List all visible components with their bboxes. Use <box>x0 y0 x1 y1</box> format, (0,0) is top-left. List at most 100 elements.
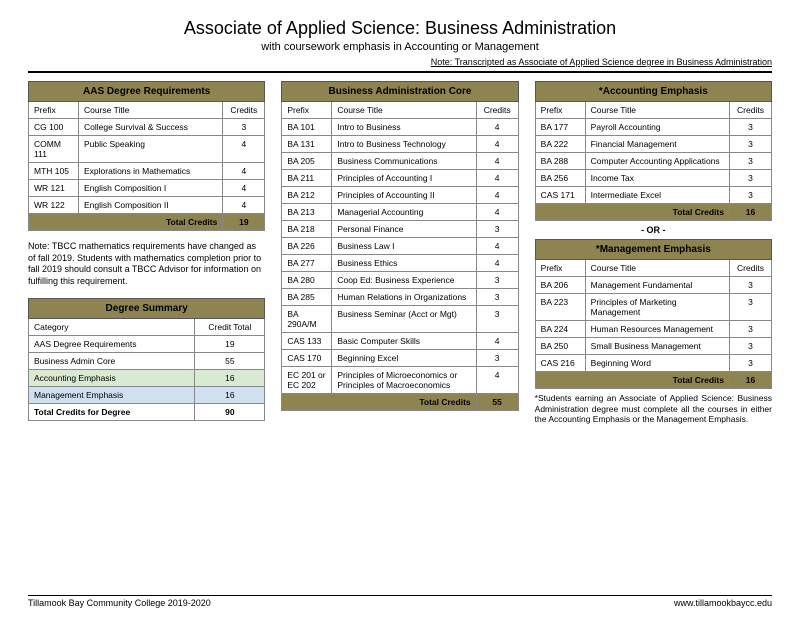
cell-title: Payroll Accounting <box>585 119 729 136</box>
cell-title: Human Relations in Organizations <box>332 289 476 306</box>
column-right: *Accounting Emphasis Prefix Course Title… <box>535 81 772 425</box>
summary-row: Accounting Emphasis16 <box>29 369 265 386</box>
cell-prefix: CG 100 <box>29 119 79 136</box>
cell-title: Management Fundamental <box>585 277 729 294</box>
cell-prefix: BA 218 <box>282 221 332 238</box>
col-credits: Credits <box>729 260 771 277</box>
total-label: Total Credits <box>535 372 729 389</box>
table-row: CAS 170Beginning Excel3 <box>282 350 518 367</box>
cell-title: Principles of Marketing Management <box>585 294 729 321</box>
cell-prefix: BA 212 <box>282 187 332 204</box>
table-row: BA 177Payroll Accounting3 <box>535 119 771 136</box>
cell-title: Income Tax <box>585 170 729 187</box>
cell-credits: 4 <box>476 367 518 394</box>
cell-prefix: BA 131 <box>282 136 332 153</box>
table-row: BA 212Principles of Accounting II4 <box>282 187 518 204</box>
cell-credits: 4 <box>476 136 518 153</box>
table-row: BA 211Principles of Accounting I4 <box>282 170 518 187</box>
cell-title: Personal Finance <box>332 221 476 238</box>
cell-prefix: BA 213 <box>282 204 332 221</box>
core-rows: BA 101Intro to Business4BA 131Intro to B… <box>282 119 518 394</box>
summary-row: Total Credits for Degree90 <box>29 403 265 420</box>
cell-credits: 4 <box>223 197 265 214</box>
cell-prefix: CAS 133 <box>282 333 332 350</box>
cell-title: Beginning Excel <box>332 350 476 367</box>
cell-title: College Survival & Success <box>79 119 223 136</box>
col-title: Course Title <box>585 260 729 277</box>
table-row: BA 206Management Fundamental3 <box>535 277 771 294</box>
col-credits: Credits <box>729 102 771 119</box>
cell-title: Intermediate Excel <box>585 187 729 204</box>
table-row: BA 213Managerial Accounting4 <box>282 204 518 221</box>
cell-credits: 4 <box>476 170 518 187</box>
footer-left: Tillamook Bay Community College 2019-202… <box>28 598 211 608</box>
cell-prefix: BA 280 <box>282 272 332 289</box>
cell-prefix: WR 122 <box>29 197 79 214</box>
cell-credits: 3 <box>476 289 518 306</box>
cell-credits: 4 <box>223 136 265 163</box>
cell-credits: 3 <box>729 355 771 372</box>
core-heading: Business Administration Core <box>282 82 518 102</box>
summary-row: Business Admin Core55 <box>29 352 265 369</box>
footer: Tillamook Bay Community College 2019-202… <box>28 595 772 608</box>
table-row: BA 250Small Business Management3 <box>535 338 771 355</box>
col-title: Course Title <box>332 102 476 119</box>
cell-title: Explorations in Mathematics <box>79 163 223 180</box>
col-category: Category <box>29 318 195 335</box>
cell-title: Intro to Business <box>332 119 476 136</box>
main-columns: AAS Degree Requirements Prefix Course Ti… <box>28 81 772 425</box>
cell-prefix: BA 223 <box>535 294 585 321</box>
cell-category: AAS Degree Requirements <box>29 335 195 352</box>
aas-table: AAS Degree Requirements Prefix Course Ti… <box>28 81 265 231</box>
cell-prefix: BA 285 <box>282 289 332 306</box>
col-title: Course Title <box>79 102 223 119</box>
cell-prefix: CAS 170 <box>282 350 332 367</box>
emphasis-footnote: *Students earning an Associate of Applie… <box>535 393 772 425</box>
cell-credit-total: 16 <box>195 386 265 403</box>
management-total-row: Total Credits 16 <box>535 372 771 389</box>
cell-prefix: BA 288 <box>535 153 585 170</box>
cell-credit-total: 19 <box>195 335 265 352</box>
cell-credits: 4 <box>223 163 265 180</box>
col-prefix: Prefix <box>29 102 79 119</box>
divider <box>28 71 772 73</box>
cell-prefix: BA 224 <box>535 321 585 338</box>
cell-credits: 3 <box>476 306 518 333</box>
col-prefix: Prefix <box>535 102 585 119</box>
cell-title: Principles of Microeconomics or Principl… <box>332 367 476 394</box>
col-credit-total: Credit Total <box>195 318 265 335</box>
cell-title: Small Business Management <box>585 338 729 355</box>
table-row: EC 201 or EC 202Principles of Microecono… <box>282 367 518 394</box>
cell-prefix: BA 250 <box>535 338 585 355</box>
cell-title: Business Ethics <box>332 255 476 272</box>
cell-credits: 3 <box>729 321 771 338</box>
cell-title: Human Resources Management <box>585 321 729 338</box>
cell-prefix: CAS 216 <box>535 355 585 372</box>
col-title: Course Title <box>585 102 729 119</box>
cell-credit-total: 55 <box>195 352 265 369</box>
column-left: AAS Degree Requirements Prefix Course Ti… <box>28 81 265 425</box>
table-row: BA 256Income Tax3 <box>535 170 771 187</box>
accounting-rows: BA 177Payroll Accounting3BA 222Financial… <box>535 119 771 204</box>
total-label: Total Credits <box>29 214 223 231</box>
cell-credits: 4 <box>476 238 518 255</box>
cell-title: English Composition I <box>79 180 223 197</box>
table-row: BA 101Intro to Business4 <box>282 119 518 136</box>
cell-title: Business Seminar (Acct or Mgt) <box>332 306 476 333</box>
table-row: CG 100College Survival & Success3 <box>29 119 265 136</box>
table-row: BA 290A/MBusiness Seminar (Acct or Mgt)3 <box>282 306 518 333</box>
table-row: CAS 171Intermediate Excel3 <box>535 187 771 204</box>
summary-rows: AAS Degree Requirements19Business Admin … <box>29 335 265 420</box>
cell-prefix: WR 121 <box>29 180 79 197</box>
cell-prefix: COMM 111 <box>29 136 79 163</box>
total-label: Total Credits <box>535 204 729 221</box>
table-row: BA 223Principles of Marketing Management… <box>535 294 771 321</box>
cell-credits: 3 <box>476 350 518 367</box>
cell-title: Basic Computer Skills <box>332 333 476 350</box>
summary-heading: Degree Summary <box>29 298 265 318</box>
table-row: BA 226Business Law I4 <box>282 238 518 255</box>
cell-prefix: BA 177 <box>535 119 585 136</box>
column-middle: Business Administration Core Prefix Cour… <box>281 81 518 425</box>
cell-credits: 3 <box>729 153 771 170</box>
table-row: BA 224Human Resources Management3 <box>535 321 771 338</box>
